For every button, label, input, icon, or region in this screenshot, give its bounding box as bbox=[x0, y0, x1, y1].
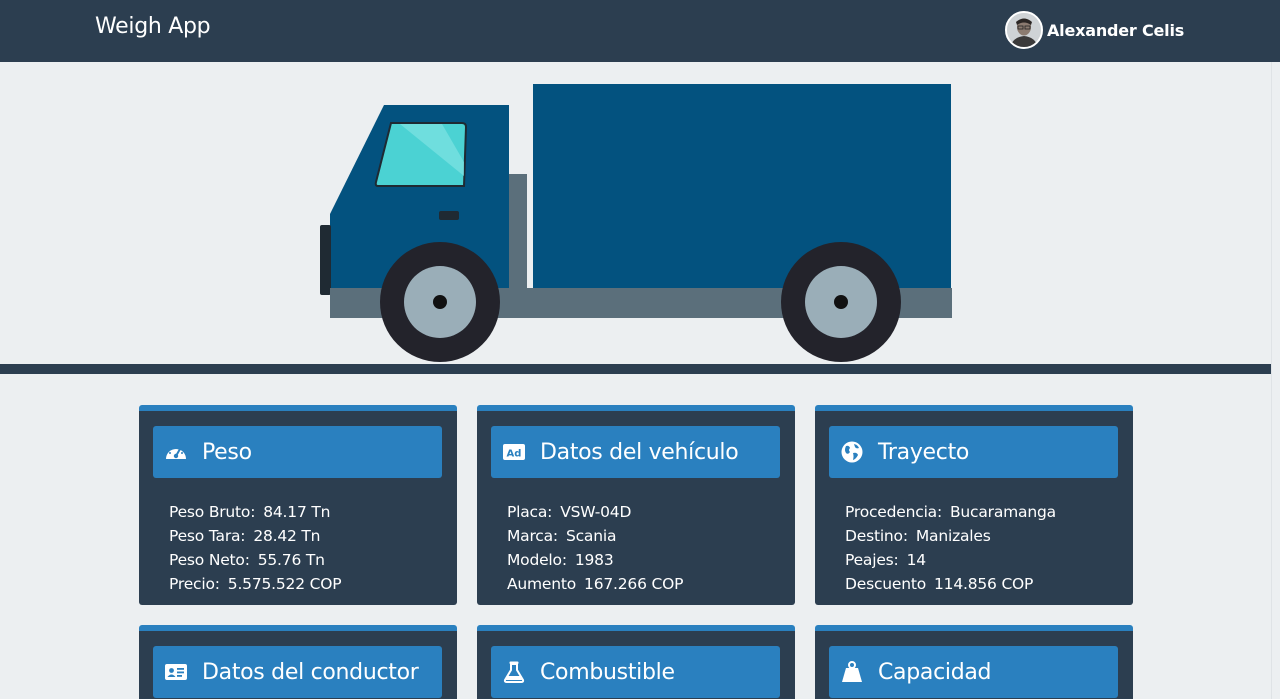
user-menu[interactable]: Alexander Celis bbox=[1005, 11, 1184, 49]
card-header[interactable]: Capacidad bbox=[829, 646, 1118, 698]
card-capacidad: Capacidad bbox=[815, 625, 1133, 699]
truck-hero bbox=[0, 62, 1280, 364]
card-conductor: Datos del conductor bbox=[139, 625, 457, 699]
app-brand[interactable]: Weigh App bbox=[95, 14, 210, 39]
card-title: Peso bbox=[202, 440, 252, 465]
ad-card-icon: Ad bbox=[502, 440, 526, 464]
card-body: Procedencia: Bucaramanga Destino: Manizale… bbox=[845, 500, 1056, 596]
user-name[interactable]: Alexander Celis bbox=[1047, 21, 1184, 40]
detail-row: Peso Bruto: 84.17 Tn bbox=[169, 500, 341, 524]
card-combustible: Combustible bbox=[477, 625, 795, 699]
front-wheel bbox=[380, 242, 500, 362]
card-trayecto: Trayecto Procedencia: Bucaramanga Destino… bbox=[815, 405, 1133, 605]
user-avatar[interactable] bbox=[1005, 11, 1043, 49]
card-title: Capacidad bbox=[878, 660, 991, 685]
svg-text:Ad: Ad bbox=[507, 449, 522, 460]
detail-row: Destino: Manizales bbox=[845, 524, 1056, 548]
detail-row: Descuento 114.856 COP bbox=[845, 572, 1056, 596]
speedometer-icon bbox=[164, 440, 188, 464]
card-header[interactable]: Trayecto bbox=[829, 426, 1118, 478]
card-header[interactable]: Datos del conductor bbox=[153, 646, 442, 698]
detail-row: Peso Neto: 55.76 Tn bbox=[169, 548, 341, 572]
card-header[interactable]: Combustible bbox=[491, 646, 780, 698]
rear-wheel bbox=[781, 242, 901, 362]
card-header[interactable]: Ad Datos del vehículo bbox=[491, 426, 780, 478]
top-navbar: Weigh App Alexander Celis bbox=[0, 0, 1280, 62]
detail-row: Placa: VSW-04D bbox=[507, 500, 683, 524]
card-title: Datos del conductor bbox=[202, 660, 419, 685]
detail-row: Marca: Scania bbox=[507, 524, 683, 548]
card-title: Combustible bbox=[540, 660, 675, 685]
card-body: Placa: VSW-04D Marca: Scania Modelo: 1983 A… bbox=[507, 500, 683, 596]
page-scrollbar[interactable] bbox=[1271, 62, 1280, 699]
card-vehiculo: Ad Datos del vehículo Placa: VSW-04D Marc… bbox=[477, 405, 795, 605]
card-body: Peso Bruto: 84.17 Tn Peso Tara: 28.42 Tn P… bbox=[169, 500, 341, 596]
card-header[interactable]: Peso bbox=[153, 426, 442, 478]
id-card-icon bbox=[164, 660, 188, 684]
detail-row: Peajes: 14 bbox=[845, 548, 1056, 572]
detail-row: Modelo: 1983 bbox=[507, 548, 683, 572]
weight-icon bbox=[840, 660, 864, 684]
truck-illustration bbox=[0, 62, 1280, 364]
card-title: Datos del vehículo bbox=[540, 440, 738, 465]
globe-icon bbox=[840, 440, 864, 464]
detail-row: Precio: 5.575.522 COP bbox=[169, 572, 341, 596]
detail-row: Aumento 167.266 COP bbox=[507, 572, 683, 596]
detail-row: Peso Tara: 28.42 Tn bbox=[169, 524, 341, 548]
hero-divider bbox=[0, 364, 1280, 374]
card-title: Trayecto bbox=[878, 440, 969, 465]
detail-row: Procedencia: Bucaramanga bbox=[845, 500, 1056, 524]
flask-icon bbox=[502, 660, 526, 684]
card-peso: Peso Peso Bruto: 84.17 Tn Peso Tara: 28.42… bbox=[139, 405, 457, 605]
